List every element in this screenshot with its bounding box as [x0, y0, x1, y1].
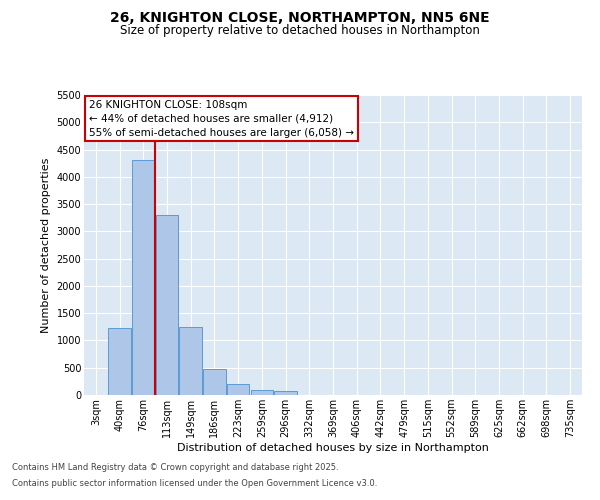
Bar: [179, 327, 202, 395]
Bar: [109, 328, 131, 395]
Bar: [132, 160, 155, 395]
Bar: [156, 215, 178, 395]
Text: Size of property relative to detached houses in Northampton: Size of property relative to detached ho…: [120, 24, 480, 37]
Bar: [227, 384, 250, 395]
X-axis label: Distribution of detached houses by size in Northampton: Distribution of detached houses by size …: [177, 443, 489, 453]
Text: 26, KNIGHTON CLOSE, NORTHAMPTON, NN5 6NE: 26, KNIGHTON CLOSE, NORTHAMPTON, NN5 6NE: [110, 12, 490, 26]
Text: Contains public sector information licensed under the Open Government Licence v3: Contains public sector information licen…: [12, 478, 377, 488]
Bar: [203, 369, 226, 395]
Bar: [251, 390, 273, 395]
Bar: [274, 390, 297, 395]
Text: Contains HM Land Registry data © Crown copyright and database right 2025.: Contains HM Land Registry data © Crown c…: [12, 464, 338, 472]
Text: 26 KNIGHTON CLOSE: 108sqm
← 44% of detached houses are smaller (4,912)
55% of se: 26 KNIGHTON CLOSE: 108sqm ← 44% of detac…: [89, 100, 354, 138]
Y-axis label: Number of detached properties: Number of detached properties: [41, 158, 51, 332]
